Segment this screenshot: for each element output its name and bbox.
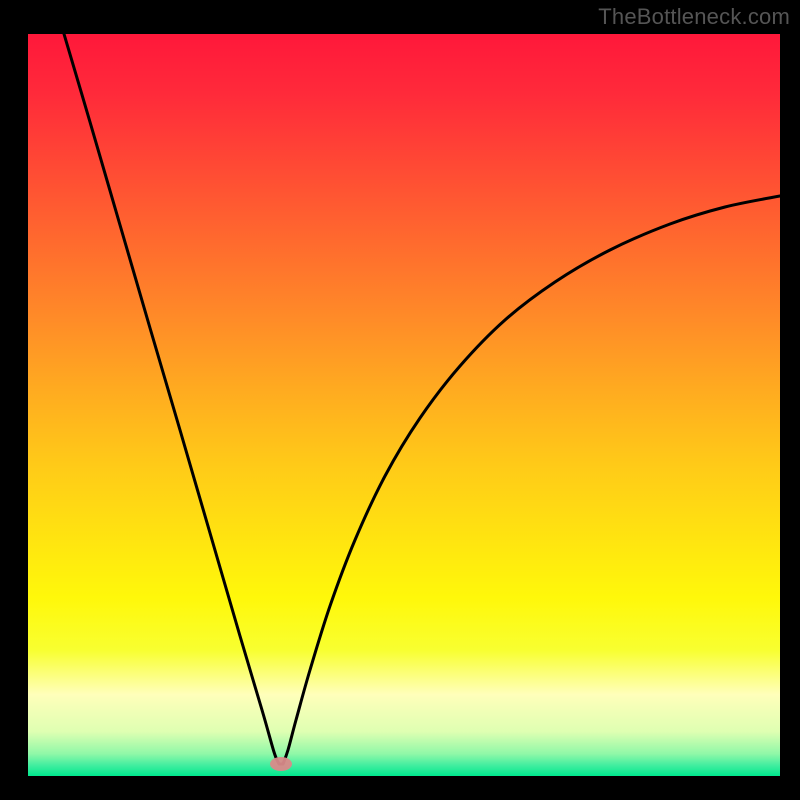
- chart-svg: [0, 0, 800, 800]
- bottleneck-chart: TheBottleneck.com: [0, 0, 800, 800]
- optimal-point-marker: [270, 757, 292, 771]
- plot-background: [28, 34, 780, 776]
- watermark-text: TheBottleneck.com: [598, 4, 790, 30]
